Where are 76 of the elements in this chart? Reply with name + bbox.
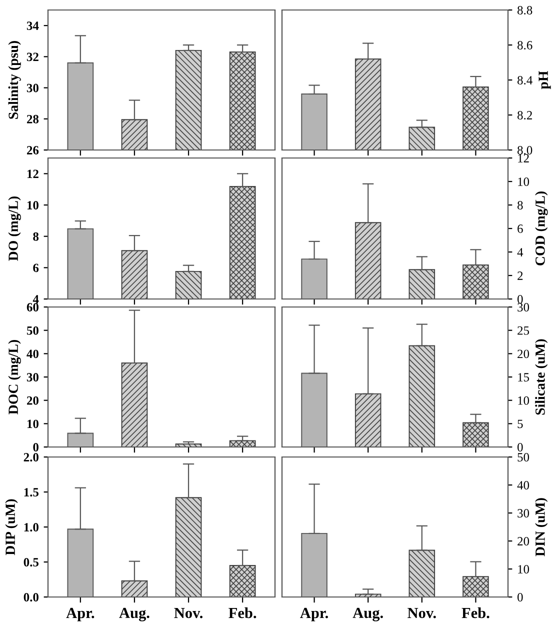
y-tick-label: 0 (33, 443, 38, 452)
y-axis-title: pH (538, 70, 551, 90)
y-tick-label: 20 (518, 350, 530, 358)
x-tick-label: Apr. (66, 608, 94, 622)
y-tick-label: 8.0 (518, 146, 532, 155)
y-tick-label: 1.0 (24, 523, 38, 532)
y-tick-label: 2.0 (24, 453, 38, 462)
y-tick-label: 4 (32, 295, 39, 304)
x-tick-label: Feb. (228, 607, 256, 618)
y-tick-label: 15 (518, 373, 530, 382)
y-tick-label: 8.6 (518, 41, 532, 50)
y-tick-label: 2 (518, 272, 523, 280)
y-tick-label: 8.8 (518, 6, 532, 15)
y-tick-label: 1.5 (24, 488, 39, 497)
y-tick-label: 12 (27, 170, 38, 178)
y-tick-label: 30 (26, 373, 38, 382)
y-tick-label: 32 (26, 52, 38, 62)
x-tick-label: Aug. (352, 608, 383, 622)
y-tick-label: 30 (26, 84, 38, 92)
bar (121, 362, 148, 447)
y-tick-label: 0 (518, 295, 523, 304)
x-tick-label: Aug. (119, 608, 150, 622)
y-axis-title: COD (mg/L) (535, 192, 548, 266)
y-axis-title: DO (mg/L) (8, 196, 21, 261)
y-tick-label: 30 (518, 509, 530, 518)
y-tick-label: 10 (518, 396, 530, 405)
y-axis-title: DOC (mg/L) (8, 340, 21, 414)
bar (408, 269, 436, 299)
x-tick-label: Nov. (174, 608, 202, 618)
y-tick-label: 26 (27, 146, 39, 154)
bar (354, 222, 382, 299)
x-tick-label: Feb. (462, 607, 490, 618)
y-tick-label: 8.4 (518, 76, 532, 85)
bar (408, 550, 436, 597)
y-tick-label: 25 (518, 326, 530, 335)
bar (175, 497, 202, 597)
x-tick-label: Apr. (300, 608, 328, 622)
y-tick-label: 0 (518, 443, 523, 452)
y-tick-label: 50 (518, 453, 530, 462)
y-tick-label: 40 (517, 481, 530, 490)
y-tick-label: 6 (33, 264, 39, 272)
y-axis-title: DIP (uM) (5, 499, 18, 556)
bar (229, 565, 256, 597)
y-tick-label: 6 (518, 224, 523, 233)
y-tick-label: 8 (518, 201, 523, 210)
y-tick-label: 12 (518, 154, 529, 162)
y-tick-label: 10 (518, 565, 530, 574)
y-tick-label: 20 (518, 537, 530, 546)
y-tick-label: 60 (26, 303, 38, 312)
y-tick-label: 8.2 (518, 111, 532, 120)
y-axis-title: DIN (uM) (535, 498, 548, 556)
y-tick-label: 10 (518, 178, 530, 186)
y-tick-label: 5 (518, 420, 523, 428)
y-tick-label: 34 (26, 22, 39, 30)
y-axis-title: Salinity (psu) (8, 41, 21, 119)
bar (462, 422, 489, 447)
y-tick-label: 4 (517, 248, 524, 256)
y-tick-label: 20 (27, 396, 38, 405)
y-tick-label: 10 (27, 420, 38, 428)
y-tick-label: 10 (27, 201, 38, 210)
y-tick-label: 40 (26, 350, 38, 358)
bar (462, 576, 489, 597)
y-tick-label: 0 (518, 593, 523, 602)
bar (462, 264, 489, 299)
y-tick-label: 50 (26, 326, 38, 335)
bar (354, 393, 382, 447)
y-tick-label: 0.0 (24, 593, 38, 602)
y-tick-label: 30 (518, 303, 530, 312)
y-tick-label: 28 (27, 114, 39, 124)
y-axis-title: Silicate (uM) (535, 339, 548, 415)
x-tick-label: Nov. (408, 608, 436, 618)
y-tick-label: 8 (33, 232, 39, 241)
bar (121, 580, 148, 597)
bar (229, 440, 256, 447)
bar (408, 345, 436, 447)
y-tick-label: 0.5 (24, 558, 39, 567)
